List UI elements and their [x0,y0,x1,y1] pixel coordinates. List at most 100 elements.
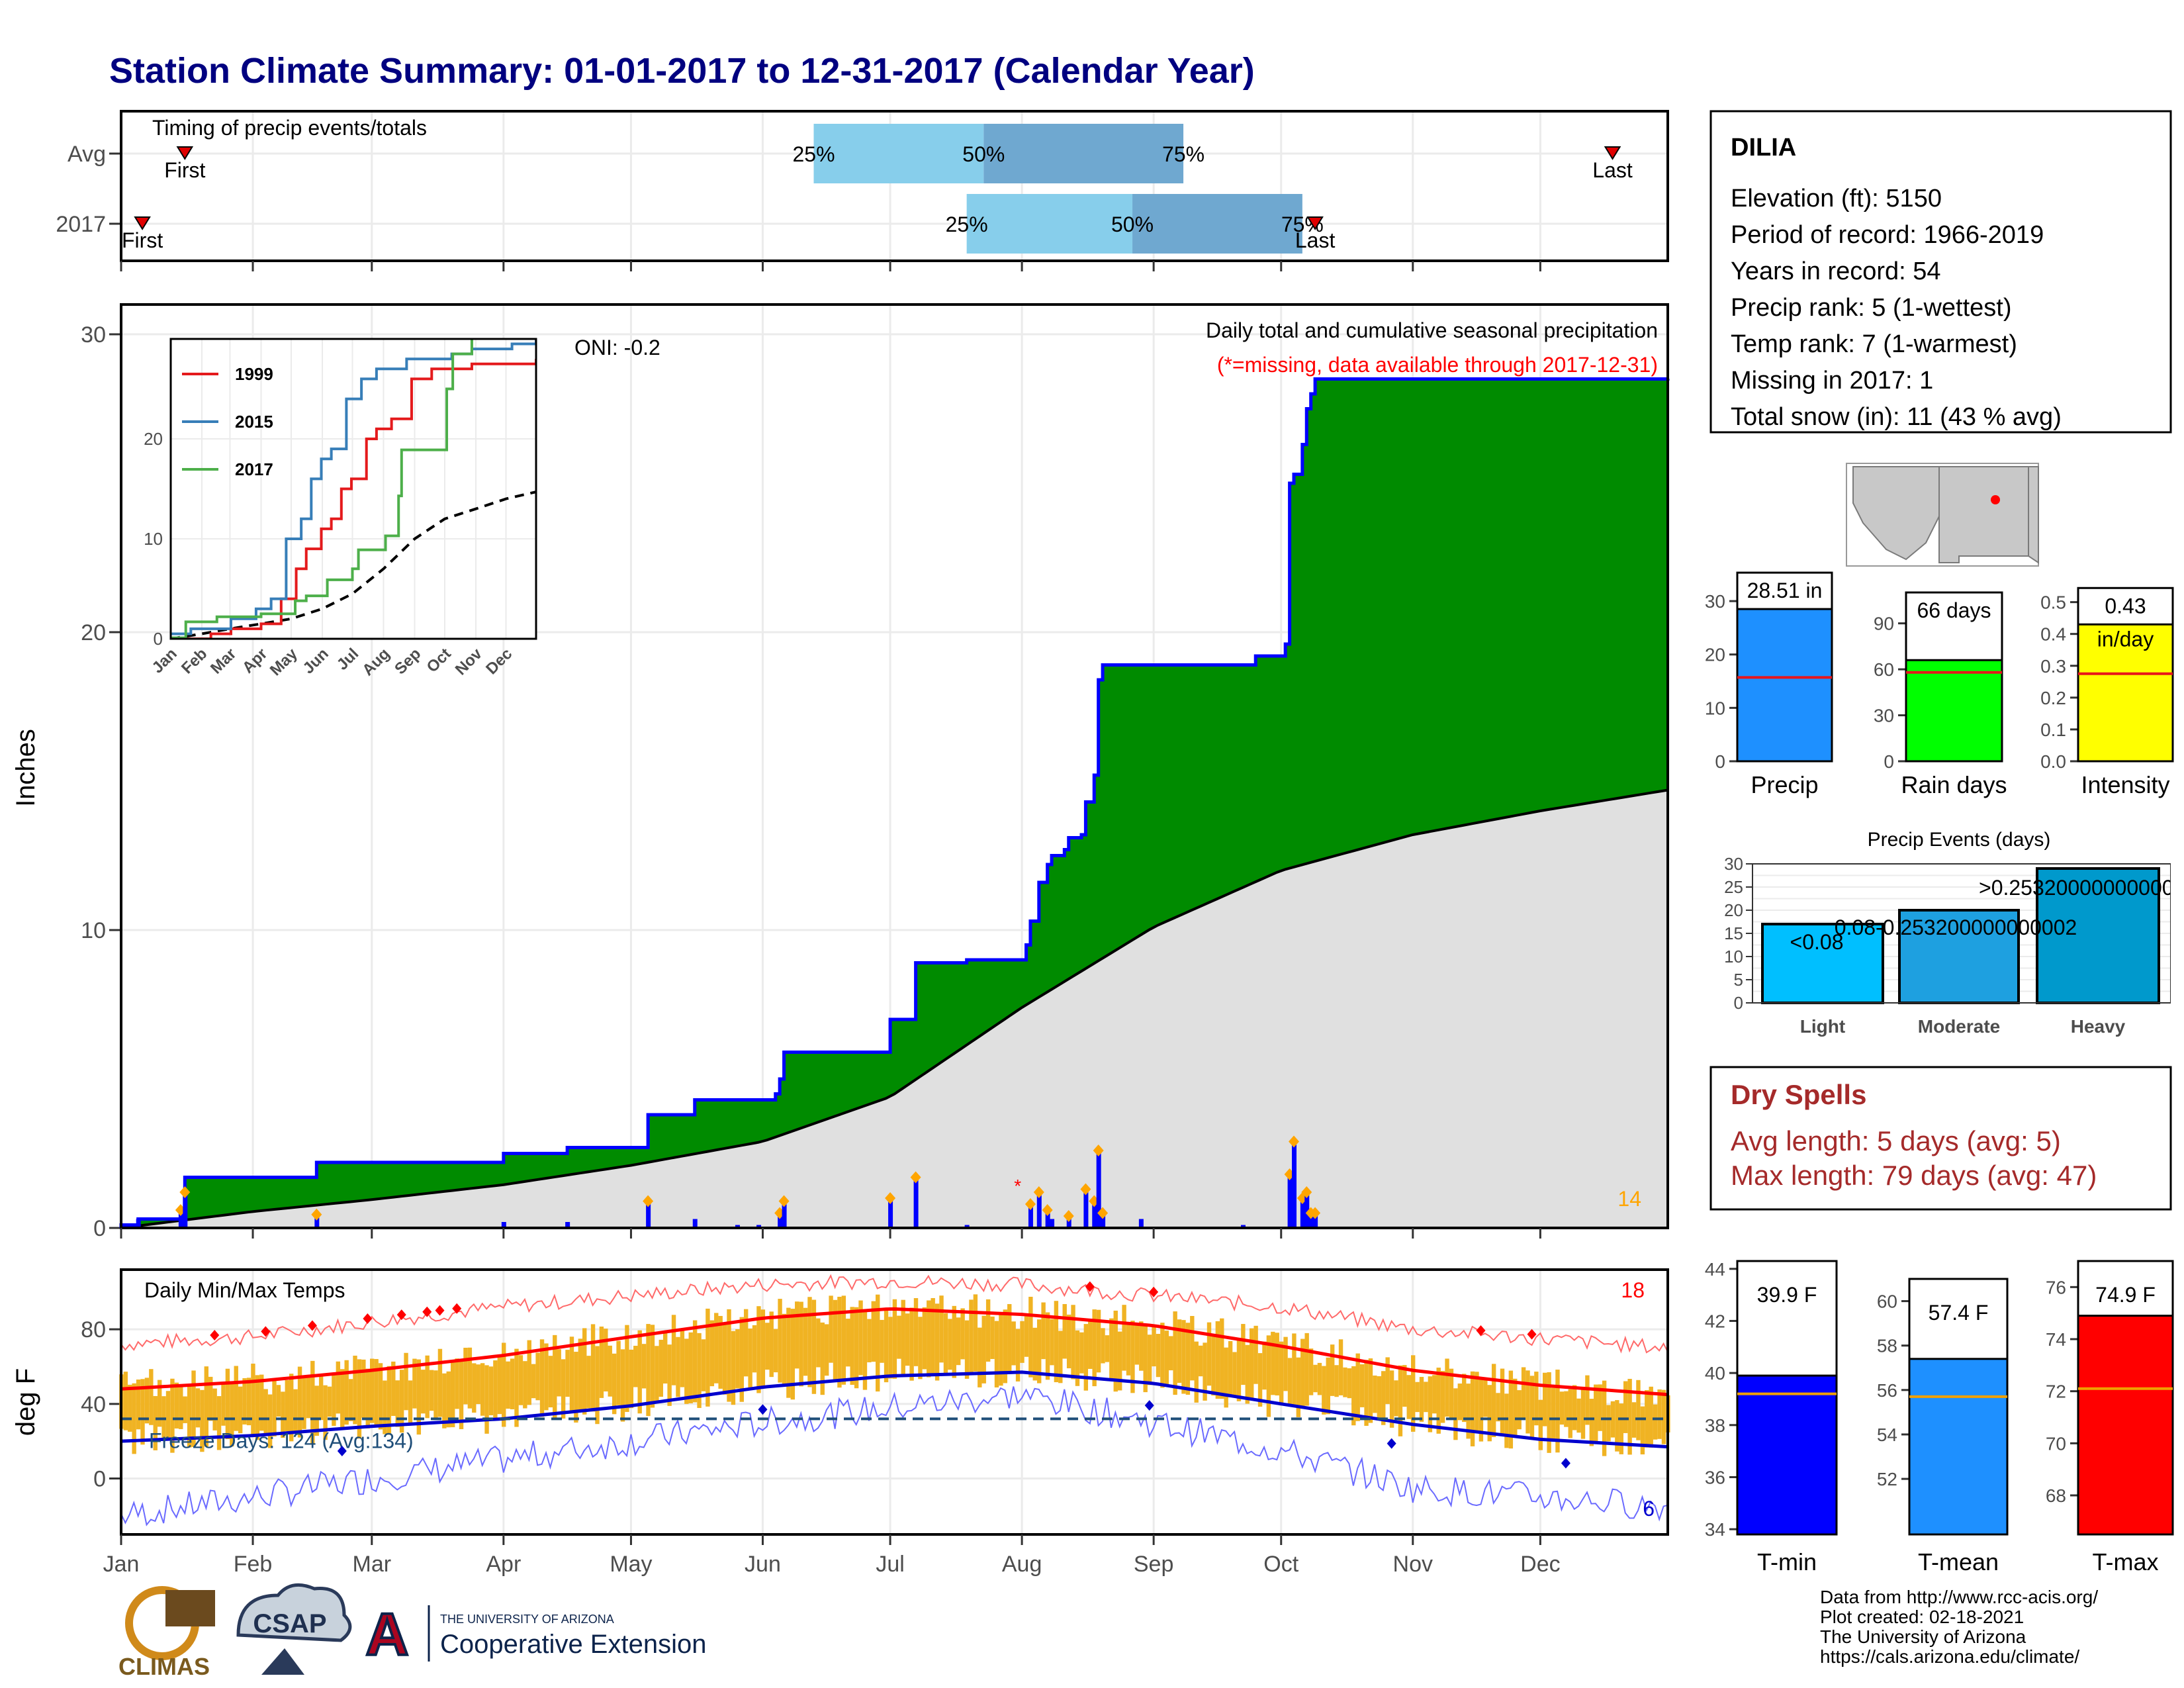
daily-temp-bar [204,1366,209,1447]
daily-temp-bar [480,1363,485,1416]
daily-temp-bar [450,1361,455,1428]
daily-temp-bar [1198,1345,1203,1377]
mini-ytick-label: 0.4 [2040,624,2066,645]
record-high-marker [1085,1281,1095,1292]
mini-bar-rain-days [1905,659,2003,763]
daily-temp-bar [1381,1371,1386,1425]
daily-temp-bar [1449,1368,1454,1419]
daily-temp-bar [1432,1375,1437,1414]
daily-temp-bar [981,1315,986,1383]
daily-temp-bar [1504,1393,1509,1448]
record-high-marker [396,1309,406,1321]
timing-pct-label: 50% [962,142,1005,166]
daily-temp-bar [756,1306,761,1393]
daily-temp-bar [888,1317,893,1379]
event-bar-label: Heavy [2071,1016,2126,1037]
daily-temp-bar [544,1343,549,1411]
timing-title: Timing of precip events/totals [152,116,427,140]
daily-temp-bar [807,1297,812,1387]
timing-marker-label: First [164,158,205,182]
timing-pct-label: 50% [1111,212,1154,236]
daily-temp-bar [1152,1327,1156,1367]
daily-temp-bar [1262,1341,1267,1390]
daily-temp-bar [1211,1335,1216,1396]
daily-temp-bar [1304,1333,1309,1406]
climas-logo-text: CLIMAS [118,1653,210,1680]
daily-temp-bar [548,1356,553,1408]
record-precip-marker [643,1195,654,1207]
daily-temp-bar [378,1363,383,1430]
daily-temp-bar [578,1338,582,1410]
daily-temp-bar [510,1358,515,1409]
daily-temp-bar [1547,1372,1551,1453]
daily-temp-bar [659,1339,663,1397]
temp-bar-ytick-label: 68 [2046,1485,2066,1506]
mini-ytick-label: 0.0 [2040,751,2066,772]
daily-temp-bar [497,1356,502,1415]
daily-temp-bar [748,1328,752,1390]
climas-logo-block [165,1590,215,1626]
daily-temp-bar [1373,1376,1377,1413]
precip-ytick-label: 30 [81,322,106,348]
daily-temp-bar [931,1297,935,1374]
record-high-marker [1149,1286,1159,1297]
timing-marker-label: Last [1592,158,1633,182]
daily-temp-bar [1402,1365,1407,1407]
daily-temp-bar [1653,1404,1658,1440]
timing-marker [176,146,194,160]
daily-temp-bar [1028,1296,1033,1378]
mini-ytick-label: 0 [1715,751,1725,772]
temp-bar-ytick-label: 38 [1705,1415,1725,1436]
daily-temp-bar [221,1384,226,1426]
precip-ytick-label: 20 [81,620,106,645]
daily-temp-bar [1066,1314,1071,1369]
daily-temp-bar [582,1328,587,1415]
event-bar-heavy [2036,867,2160,1004]
daily-precip-bar [964,1225,970,1228]
temp-ytick-label: 80 [81,1317,106,1342]
daily-temp-bar [1594,1384,1598,1444]
daily-temp-bar [361,1359,366,1418]
daily-temp-bar [553,1335,557,1418]
daily-temp-bar [1475,1372,1479,1434]
daily-temp-bar [442,1373,447,1429]
temp-bar-ytick-label: 74 [2046,1329,2066,1350]
daily-temp-bar [1631,1402,1637,1438]
daily-temp-bar [314,1385,319,1436]
event-bar-light [1761,923,1884,1004]
daily-temp-bar [769,1311,774,1378]
daily-temp-bar [399,1370,404,1433]
temperature-bar-charts: 34 36 38 40 42 44 39.9 F T-min 52 54 56 58 60 57.4 F T… [1705,1259,2174,1575]
daily-temp-bar [1462,1374,1467,1423]
daily-temp-bar [353,1355,357,1425]
daily-temp-bar [1424,1382,1428,1413]
daily-temp-bar [897,1315,901,1359]
daily-temp-bar [701,1339,706,1391]
record-high-marker [435,1305,445,1316]
precip-panel: 0 10 20 30 Inches * Daily total and cumulative… [11,303,1670,1241]
daily-temp-bar [1585,1375,1590,1425]
mini-ytick-label: 30 [1874,706,1894,726]
temp-ytick-label: 0 [93,1466,106,1491]
daily-temp-bar [1271,1331,1275,1395]
daily-precip-bar [183,1192,188,1228]
daily-temp-bar [1313,1364,1318,1393]
daily-temp-bar [650,1325,655,1408]
dry-spells-max: Max length: 79 days (avg: 47) [1731,1160,2097,1191]
daily-temp-bar [625,1325,629,1412]
daily-temp-bar [688,1332,693,1403]
csap-logo-cloud [236,1583,352,1642]
daily-temp-bar [1470,1371,1475,1446]
daily-temp-bar [811,1299,817,1394]
daily-precip-bar [565,1222,570,1228]
timing-bar-25-50 [966,194,1133,254]
daily-temp-bar [365,1368,370,1429]
daily-temp-bar [225,1368,230,1440]
daily-temp-bar [1551,1387,1556,1440]
daily-precip-bar [756,1225,762,1228]
record-precip-marker [778,1195,790,1207]
precip-ylabel: Inches [11,729,40,807]
daily-temp-bar [1215,1321,1220,1399]
month-label: Jan [103,1552,140,1577]
